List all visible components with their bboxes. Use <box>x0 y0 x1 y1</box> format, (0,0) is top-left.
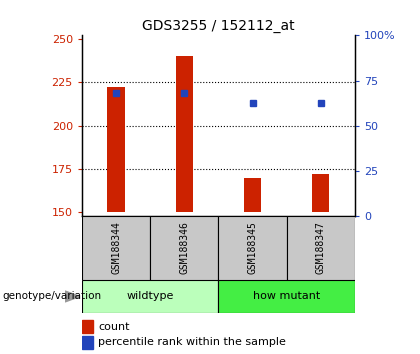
Polygon shape <box>65 291 80 302</box>
Text: GSM188347: GSM188347 <box>316 221 326 274</box>
Text: GSM188346: GSM188346 <box>179 221 189 274</box>
Bar <box>244 178 261 212</box>
Bar <box>82 216 150 280</box>
Bar <box>82 336 93 349</box>
Bar <box>312 174 329 212</box>
Text: wildtype: wildtype <box>126 291 174 302</box>
Text: GSM188344: GSM188344 <box>111 221 121 274</box>
Bar <box>218 216 286 280</box>
Text: percentile rank within the sample: percentile rank within the sample <box>98 337 286 348</box>
Bar <box>218 280 355 313</box>
Text: count: count <box>98 322 130 332</box>
Text: genotype/variation: genotype/variation <box>2 291 101 302</box>
Bar <box>82 320 93 333</box>
Bar <box>286 216 355 280</box>
Text: how mutant: how mutant <box>253 291 320 302</box>
Bar <box>82 280 218 313</box>
Bar <box>150 216 218 280</box>
Text: GSM188345: GSM188345 <box>247 221 257 274</box>
Title: GDS3255 / 152112_at: GDS3255 / 152112_at <box>142 19 295 33</box>
Bar <box>108 87 125 212</box>
Bar <box>176 56 193 212</box>
